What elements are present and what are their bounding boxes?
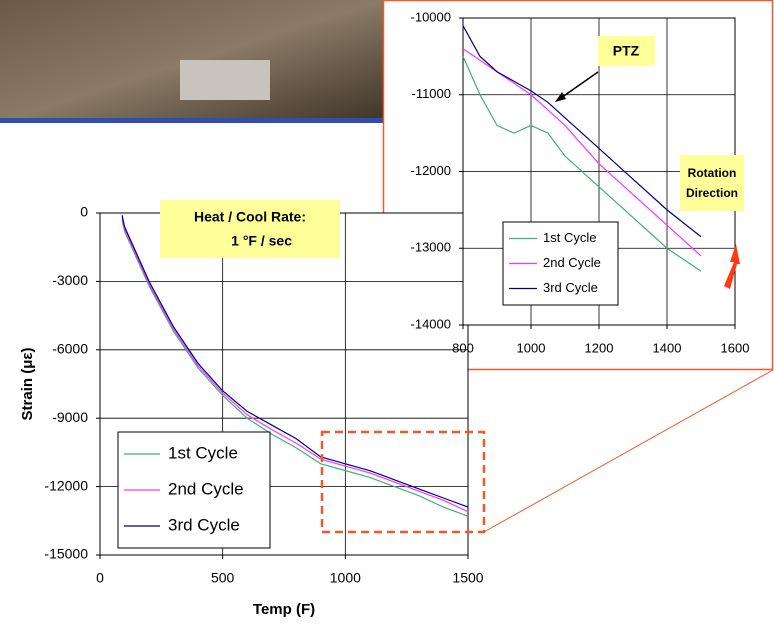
zoom-line <box>484 370 773 532</box>
y-tick-label: -3000 <box>52 272 88 288</box>
main-chart: 0 -3000 -6000 -9000 -12000 -15000 0 500 1000 1500… <box>19 204 484 618</box>
annotation: PTZ <box>613 43 640 59</box>
y-tick-label: -15000 <box>44 546 88 562</box>
x-tick-label: 800 <box>452 340 474 355</box>
x-tick-label: 1500 <box>452 570 483 586</box>
legend-label: 1st Cycle <box>168 443 238 462</box>
photo-clamp <box>180 60 270 100</box>
photo-border <box>0 118 383 123</box>
y-axis-title: Strain (με) <box>19 348 36 421</box>
x-tick-label: 1600 <box>721 340 750 355</box>
x-tick-label: 0 <box>96 570 104 586</box>
legend-label: 2nd Cycle <box>168 479 244 498</box>
y-tick-label: -12000 <box>44 477 88 493</box>
legend-label: 3rd Cycle <box>168 515 240 534</box>
x-tick-label: 500 <box>211 570 235 586</box>
y-tick-label: -14000 <box>411 316 451 331</box>
y-tick-label: -6000 <box>52 341 88 357</box>
x-tick-label: 1000 <box>517 340 546 355</box>
x-tick-label: 1400 <box>653 340 682 355</box>
annotation-box <box>680 155 744 211</box>
annotation: 1 °F / sec <box>231 233 292 249</box>
y-tick-label: -11000 <box>411 86 451 101</box>
x-tick-label: 1000 <box>330 570 361 586</box>
y-tick-label: -13000 <box>411 240 451 255</box>
legend-label: 3rd Cycle <box>543 280 598 295</box>
slide: 0 -3000 -6000 -9000 -12000 -15000 0 500 1000 1500… <box>0 0 774 624</box>
annotation: Direction <box>686 186 738 200</box>
annotation: Rotation <box>688 166 737 180</box>
x-axis-title: Temp (F) <box>253 601 315 618</box>
legend-label: 1st Cycle <box>543 230 596 245</box>
y-tick-label: 0 <box>80 204 88 220</box>
legend-label: 2nd Cycle <box>543 255 601 270</box>
y-tick-label: -10000 <box>411 9 451 24</box>
x-tick-label: 1200 <box>585 340 614 355</box>
y-tick-label: -12000 <box>411 163 451 178</box>
y-tick-label: -9000 <box>52 409 88 425</box>
annotation: Heat / Cool Rate: <box>194 209 306 225</box>
